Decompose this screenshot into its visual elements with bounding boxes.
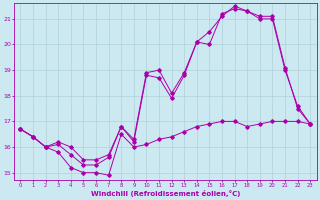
X-axis label: Windchill (Refroidissement éolien,°C): Windchill (Refroidissement éolien,°C) [91,190,240,197]
